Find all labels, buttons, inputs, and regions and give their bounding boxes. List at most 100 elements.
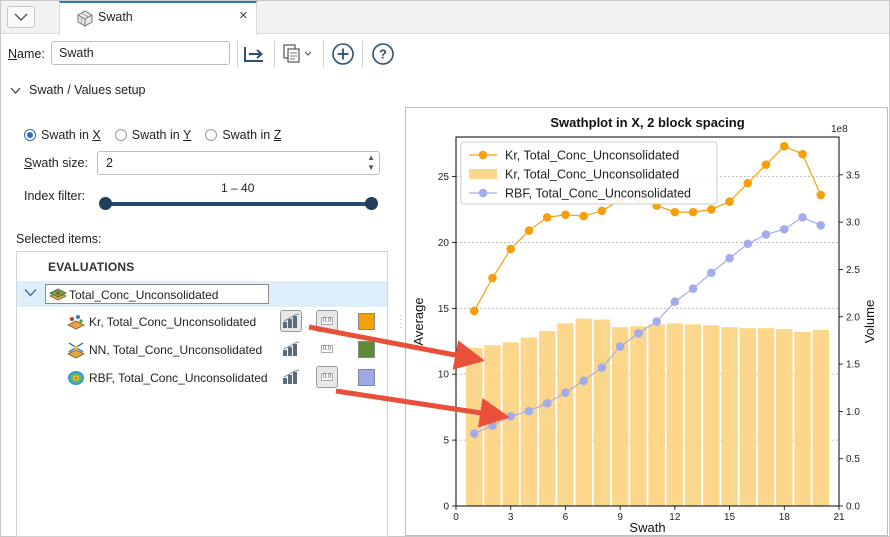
spin-arrows-icon[interactable]: ▲ ▼ <box>367 153 375 172</box>
toggle-values-button[interactable]: 0.0 <box>316 310 338 332</box>
bar <box>703 325 720 506</box>
y2-tick-label: 0.5 <box>846 454 860 465</box>
chevron-down-icon[interactable] <box>24 288 37 297</box>
x-tick-label: 3 <box>508 512 514 523</box>
toolbar-separator <box>274 41 275 67</box>
evaluation-group-row[interactable]: Total_Conc_Unconsolidated <box>17 281 387 307</box>
toolbar-separator <box>323 41 324 67</box>
color-swatch-kr[interactable] <box>358 313 375 330</box>
data-point <box>761 160 771 169</box>
legend-swatch <box>469 169 497 179</box>
close-tab-icon[interactable]: × <box>239 7 248 24</box>
bar <box>648 324 665 506</box>
chart-title: Swathplot in X, 2 block spacing <box>550 115 744 130</box>
data-point <box>761 230 771 239</box>
data-point <box>488 421 497 430</box>
export-button[interactable] <box>239 40 269 68</box>
data-point <box>542 213 552 222</box>
data-point <box>725 253 734 263</box>
section-header-swath-values-setup[interactable]: Swath / Values setup <box>10 83 146 97</box>
copy-dropdown-button[interactable] <box>280 40 316 68</box>
evaluation-row-rbf[interactable]: RBF, Total_Conc_Unconsolidated <box>67 366 387 392</box>
color-swatch-nn[interactable] <box>358 341 375 358</box>
x-tick-label: 12 <box>669 512 681 523</box>
radio-label: Swath in Z <box>222 128 282 142</box>
data-point <box>816 220 826 230</box>
tab-list-dropdown-button[interactable] <box>7 6 35 28</box>
radio-swath-in-z[interactable]: Swath in Z <box>205 128 281 142</box>
data-point <box>524 406 534 416</box>
bar <box>466 347 483 506</box>
help-icon: ? <box>372 43 394 65</box>
data-point <box>579 376 588 386</box>
data-point <box>506 412 516 421</box>
swath-size-value[interactable]: 2 <box>106 156 113 170</box>
toggle-bars-button[interactable] <box>280 338 302 360</box>
y2-tick-label: 3.5 <box>846 170 860 181</box>
y2-tick-label: 1.5 <box>846 360 860 371</box>
chevron-down-icon <box>10 87 21 94</box>
bar-chart-icon <box>283 341 300 356</box>
data-point <box>670 297 680 307</box>
y2-tick-label: 1.0 <box>846 407 860 418</box>
data-point <box>688 207 698 217</box>
bar <box>794 331 811 506</box>
index-filter-range: 1 – 40 <box>221 181 255 195</box>
data-point <box>688 284 698 293</box>
data-point <box>816 190 826 200</box>
evaluation-group-item[interactable]: Total_Conc_Unconsolidated <box>45 284 269 304</box>
bar <box>757 328 775 506</box>
legend-marker <box>478 188 488 198</box>
evaluation-label: Kr, Total_Conc_Unconsolidated <box>89 315 257 329</box>
y-tick-label: 15 <box>438 304 450 315</box>
evaluation-row-nn[interactable]: NN, Total_Conc_Unconsolidated <box>67 338 387 364</box>
legend-label: Kr, Total_Conc_Unconsolidated <box>505 168 679 182</box>
name-label: Name: <box>8 47 45 61</box>
tab-swath[interactable]: Swath × <box>59 1 257 35</box>
data-point <box>707 268 716 278</box>
index-filter-slider-track[interactable] <box>105 202 372 206</box>
chevron-down-icon <box>14 13 28 21</box>
help-button[interactable]: ? <box>368 40 398 68</box>
data-point <box>743 178 753 188</box>
selected-items-panel: EVALUATIONS Total_Conc_Unconsolidated <box>16 251 388 537</box>
radio-indicator[interactable] <box>114 129 127 141</box>
bar <box>630 326 647 506</box>
selected-items-label: Selected items: <box>16 232 102 246</box>
radio-indicator[interactable] <box>24 129 36 141</box>
y2-tick-label: 3.0 <box>846 218 860 229</box>
radio-swath-in-x[interactable]: Swath in X <box>24 128 101 142</box>
section-title: Swath / Values setup <box>29 83 146 97</box>
bar <box>520 337 538 506</box>
values-icon: 0.0 <box>320 373 334 381</box>
index-filter-max-handle[interactable] <box>365 197 378 210</box>
toggle-values-button[interactable]: 0.0 <box>316 338 338 360</box>
swath-grid-icon <box>76 9 94 30</box>
x-tick-label: 0 <box>453 512 459 523</box>
toggle-values-button[interactable]: 0.0 <box>316 366 338 388</box>
plus-circle-icon <box>332 43 354 65</box>
data-point <box>634 329 643 338</box>
data-point <box>524 226 534 235</box>
y-tick-label: 0 <box>443 502 449 513</box>
kriging-icon <box>67 313 85 334</box>
swath-size-spinbox[interactable]: 2 ▲ ▼ <box>97 151 380 175</box>
data-point <box>652 317 661 326</box>
color-swatch-rbf[interactable] <box>358 369 375 386</box>
data-point <box>542 398 552 408</box>
evaluation-row-kr[interactable]: Kr, Total_Conc_Unconsolidated <box>67 310 387 336</box>
splitter-handle-icon[interactable]: · · · · <box>399 311 402 332</box>
bar <box>666 323 684 506</box>
data-point <box>725 197 734 206</box>
index-filter-min-handle[interactable] <box>99 197 112 210</box>
bar-chart-icon <box>283 369 300 384</box>
y-tick-label: 25 <box>438 172 450 183</box>
name-input[interactable]: Swath <box>51 41 230 65</box>
tab-strip: Swath × <box>1 1 889 35</box>
add-button[interactable] <box>328 40 358 68</box>
nearest-neighbour-icon <box>67 341 85 362</box>
radio-indicator[interactable] <box>205 129 218 141</box>
toggle-bars-button[interactable] <box>280 366 302 388</box>
radio-swath-in-y[interactable]: Swath in Y <box>114 128 191 142</box>
toggle-bars-button[interactable] <box>280 310 302 332</box>
